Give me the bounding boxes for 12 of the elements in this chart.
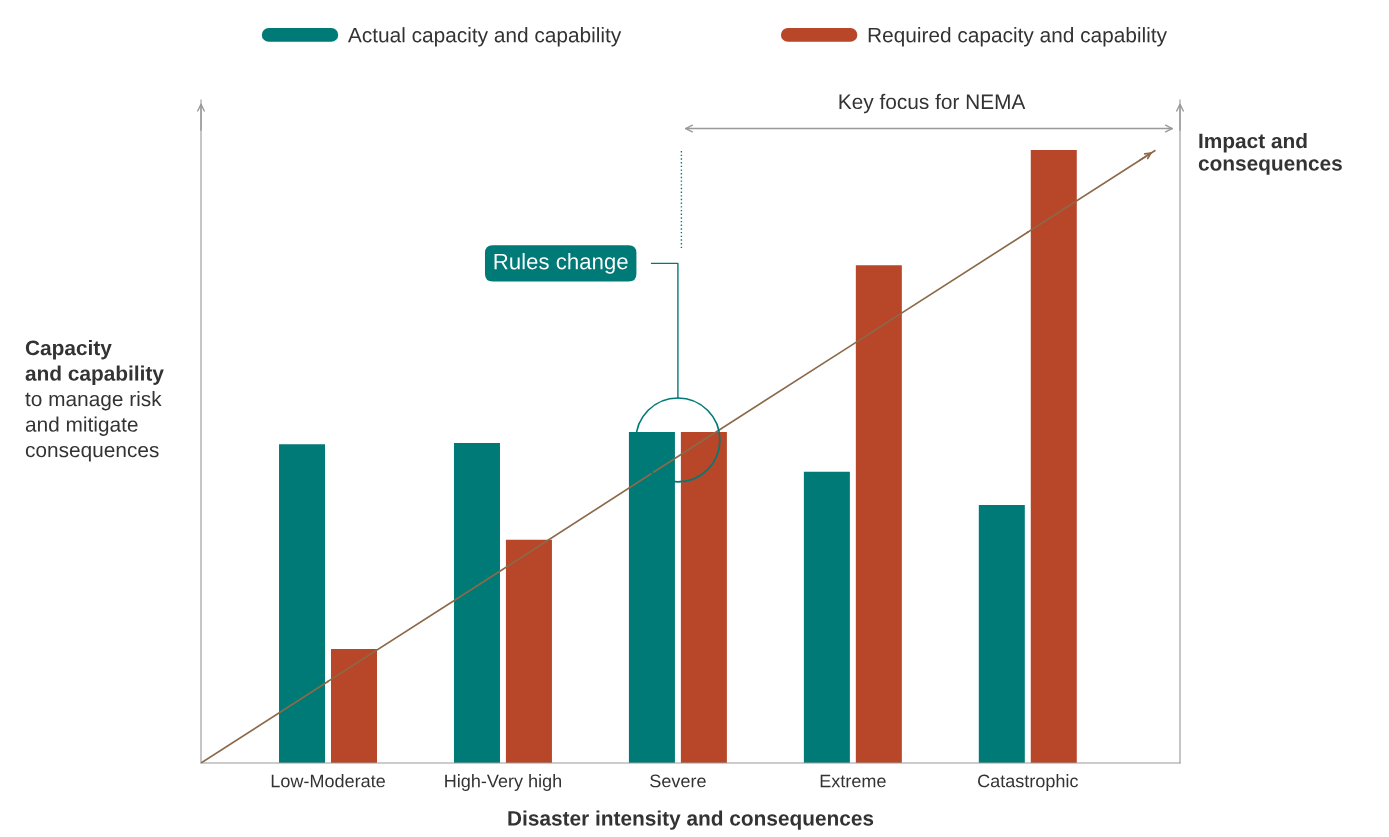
x-tick-label: Severe (650, 774, 706, 788)
legend-label: Impact and consequences (1198, 133, 1342, 175)
annotation: Rules change (494, 253, 628, 274)
legend-label: Actual capacity and capability (347, 27, 622, 47)
x-tick-label: High-Very high (445, 774, 561, 791)
x-tick-label: Extreme (820, 774, 886, 788)
x-tick-label: Catastrophic (978, 774, 1078, 791)
x-tick-label: Low-Moderate (271, 774, 385, 788)
y-axis-title: Capacity and capability to manage risk and mitigate consequences (25, 340, 164, 462)
text: Key focus for NEMA (839, 93, 1026, 114)
x-axis-title: Disaster intensity and consequences (508, 810, 874, 830)
legend-label: Required capacity and capability (868, 27, 1167, 47)
